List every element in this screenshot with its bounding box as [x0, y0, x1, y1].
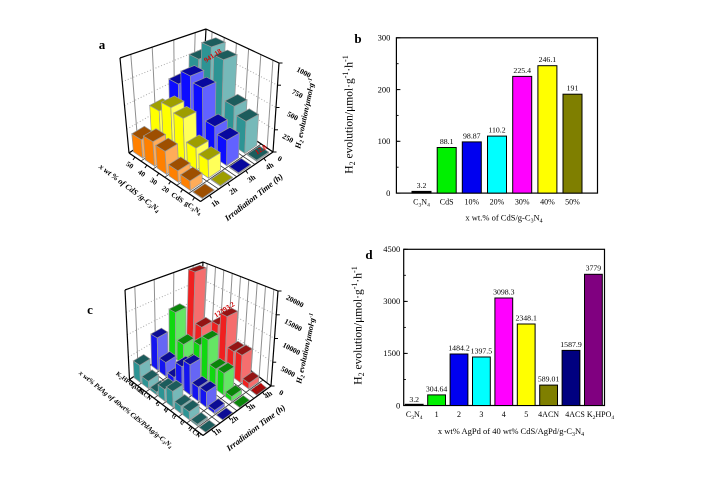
svg-text:3779: 3779 [586, 264, 602, 273]
svg-text:4: 4 [163, 407, 170, 414]
svg-text:3098.3: 3098.3 [493, 287, 515, 296]
svg-text:0: 0 [386, 188, 390, 198]
svg-text:30: 30 [148, 176, 159, 187]
svg-text:C3N4: C3N4 [413, 198, 430, 209]
svg-text:3000: 3000 [383, 296, 400, 306]
svg-text:a: a [99, 37, 106, 52]
svg-text:5: 5 [154, 401, 161, 408]
svg-text:2348.1: 2348.1 [515, 313, 537, 322]
svg-text:40: 40 [136, 168, 147, 179]
svg-text:4500: 4500 [383, 244, 400, 254]
svg-text:4ACS: 4ACS [565, 410, 585, 419]
svg-text:C3N4: C3N4 [406, 410, 423, 421]
svg-text:20%: 20% [490, 198, 505, 207]
svg-text:CdS: CdS [440, 198, 454, 207]
svg-text:1: 1 [187, 426, 194, 433]
svg-text:gC3N4: gC3N4 [182, 199, 204, 218]
svg-text:1500: 1500 [383, 348, 400, 358]
svg-text:K2HPO4: K2HPO4 [587, 410, 615, 421]
svg-text:c: c [87, 302, 93, 317]
svg-text:0: 0 [276, 154, 284, 164]
svg-text:300: 300 [378, 33, 391, 43]
svg-text:0: 0 [396, 400, 400, 410]
svg-text:d: d [365, 247, 373, 262]
svg-text:2: 2 [457, 410, 461, 419]
svg-text:50%: 50% [565, 198, 580, 207]
svg-text:100: 100 [378, 136, 391, 146]
svg-text:H2 evolution/μmol·g-1·h-1: H2 evolution/μmol·g-1·h-1 [350, 266, 366, 384]
svg-text:4: 4 [502, 410, 506, 419]
svg-text:3: 3 [171, 413, 178, 420]
svg-text:3.2: 3.2 [409, 395, 419, 404]
svg-text:2: 2 [179, 420, 186, 427]
svg-text:0: 0 [278, 388, 286, 398]
svg-text:304.64: 304.64 [426, 384, 448, 393]
svg-text:225.4: 225.4 [513, 66, 531, 75]
svg-text:3: 3 [479, 410, 483, 419]
svg-text:b: b [354, 31, 361, 46]
svg-text:246.1: 246.1 [539, 55, 557, 64]
svg-text:20: 20 [160, 184, 171, 195]
svg-text:1587.9: 1587.9 [560, 340, 582, 349]
svg-text:10%: 10% [464, 198, 479, 207]
svg-text:30%: 30% [515, 198, 530, 207]
svg-text:88.1: 88.1 [440, 137, 454, 146]
svg-text:1397.5: 1397.5 [471, 346, 493, 355]
svg-text:98.87: 98.87 [463, 131, 481, 140]
svg-text:200: 200 [378, 84, 391, 94]
svg-text:191: 191 [567, 84, 579, 93]
svg-text:1484.2: 1484.2 [448, 343, 470, 352]
svg-text:1: 1 [435, 410, 439, 419]
svg-text:H2 evolution/μmol·g-1·h-1: H2 evolution/μmol·g-1·h-1 [341, 55, 357, 173]
svg-text:3.2: 3.2 [417, 181, 427, 190]
svg-text:50: 50 [124, 160, 135, 171]
svg-text:589.01: 589.01 [538, 375, 560, 384]
svg-text:40%: 40% [540, 198, 555, 207]
svg-text:CN: CN [191, 429, 203, 440]
svg-text:x wt% AgPd of 40 wt% CdS/A: x wt% AgPd of 40 wt% CdS/AgPd/g-C3N4 [438, 426, 584, 438]
svg-text:5: 5 [524, 410, 528, 419]
svg-text:4ACN: 4ACN [538, 410, 559, 419]
svg-text:x wt.% of CdS/g-C3N4: x wt.% of CdS/g-C3N4 [465, 213, 542, 225]
svg-text:110.2: 110.2 [488, 126, 505, 135]
